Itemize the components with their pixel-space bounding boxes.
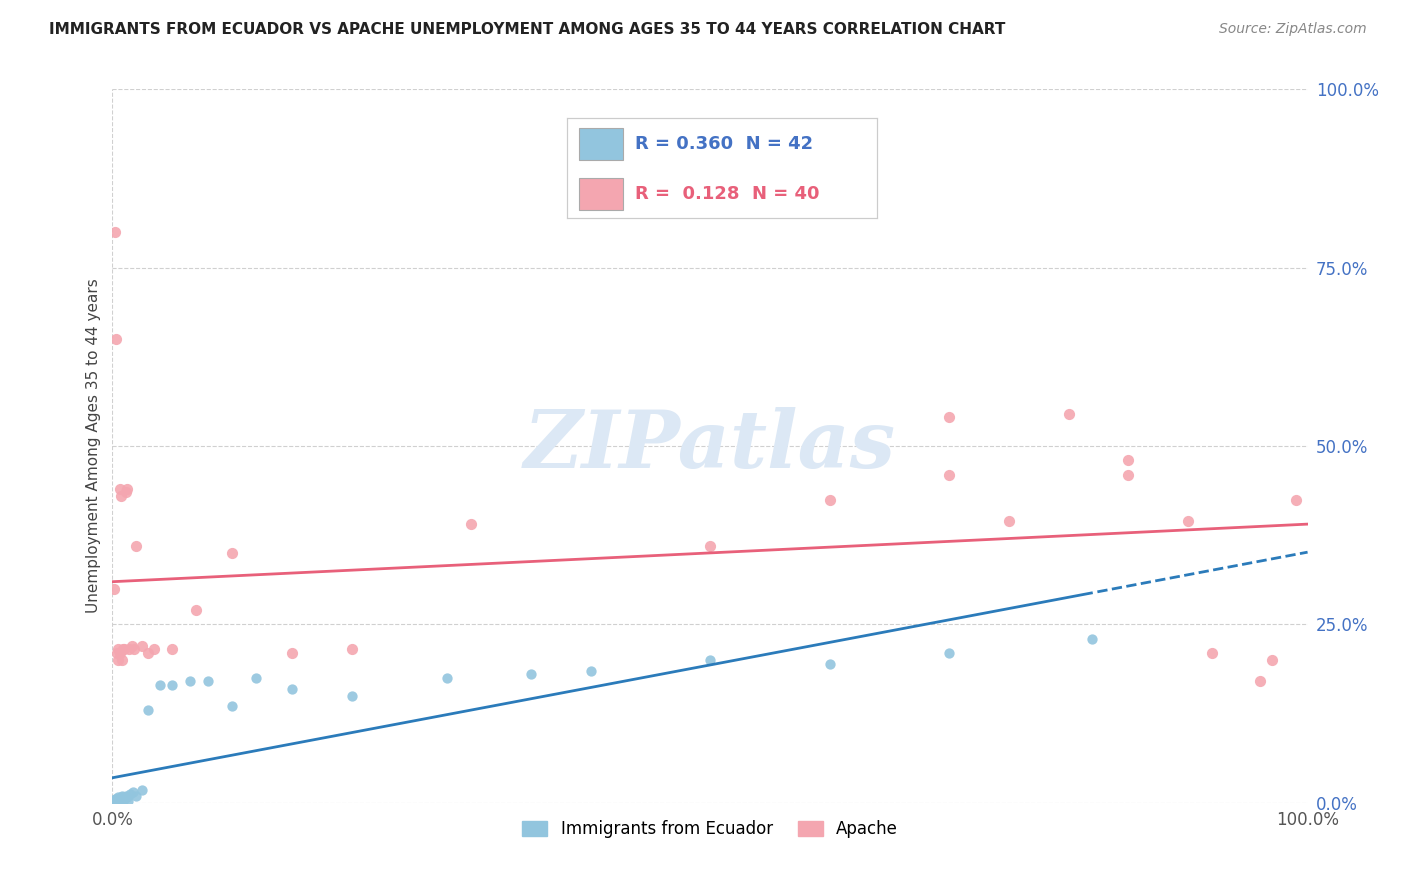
Point (107, 792, 129, 806)
Point (108, 646, 131, 660)
Point (120, 787, 142, 801)
Point (103, 794, 125, 808)
Point (818, 492, 841, 507)
Point (105, 794, 128, 808)
Point (108, 482, 131, 496)
Point (938, 410, 960, 425)
Point (138, 646, 160, 660)
Point (105, 332, 128, 346)
Point (105, 792, 128, 806)
Point (162, 642, 183, 657)
Point (105, 792, 128, 806)
Point (221, 699, 243, 714)
Point (1285, 492, 1308, 507)
Point (1249, 674, 1271, 689)
Point (110, 489, 132, 503)
Point (579, 664, 602, 678)
Point (114, 789, 136, 803)
Point (125, 539, 148, 553)
Point (221, 546, 243, 560)
Point (340, 689, 363, 703)
Point (121, 639, 143, 653)
Point (114, 642, 135, 657)
Point (112, 642, 135, 657)
Point (998, 514, 1021, 528)
Point (149, 678, 172, 692)
Point (1057, 407, 1080, 421)
Point (125, 789, 148, 803)
Point (1118, 467, 1140, 482)
Point (115, 482, 138, 496)
Point (245, 671, 267, 685)
Point (1261, 653, 1284, 667)
Point (121, 785, 143, 799)
Point (107, 790, 129, 805)
Legend: Immigrants from Ecuador, Apache: Immigrants from Ecuador, Apache (516, 814, 904, 845)
Point (108, 794, 131, 808)
Point (107, 642, 129, 657)
Point (114, 792, 135, 806)
Point (281, 681, 304, 696)
Point (1081, 632, 1104, 646)
Point (108, 792, 131, 806)
Point (110, 794, 132, 808)
Point (186, 603, 208, 617)
Point (699, 539, 721, 553)
Point (1201, 646, 1223, 660)
Point (460, 517, 482, 532)
Point (143, 642, 166, 657)
Point (436, 671, 458, 685)
Point (1177, 514, 1199, 528)
Point (131, 639, 153, 653)
Point (107, 653, 129, 667)
Point (117, 794, 139, 808)
Point (340, 642, 363, 657)
Point (111, 653, 134, 667)
Point (104, 794, 127, 808)
Point (122, 642, 145, 657)
Point (105, 794, 128, 808)
Text: ZIPatlas: ZIPatlas (524, 408, 896, 484)
Y-axis label: Unemployment Among Ages 35 to 44 years: Unemployment Among Ages 35 to 44 years (86, 278, 101, 614)
Point (107, 794, 129, 808)
Point (179, 674, 201, 689)
Point (138, 703, 160, 717)
Point (281, 646, 304, 660)
Point (105, 794, 128, 808)
Point (938, 467, 960, 482)
Point (114, 485, 136, 500)
Point (162, 678, 183, 692)
Text: Source: ZipAtlas.com: Source: ZipAtlas.com (1219, 22, 1367, 37)
Point (1118, 453, 1140, 467)
Point (111, 789, 134, 803)
Point (520, 667, 543, 681)
Point (104, 225, 127, 239)
Point (103, 582, 125, 596)
Point (105, 794, 128, 808)
Point (110, 790, 132, 805)
Text: IMMIGRANTS FROM ECUADOR VS APACHE UNEMPLOYMENT AMONG AGES 35 TO 44 YEARS CORRELA: IMMIGRANTS FROM ECUADOR VS APACHE UNEMPL… (49, 22, 1005, 37)
Point (699, 653, 721, 667)
Point (115, 790, 138, 805)
Point (104, 792, 127, 806)
Point (197, 674, 219, 689)
Point (105, 646, 128, 660)
Point (118, 642, 141, 657)
Point (131, 783, 153, 797)
Point (818, 657, 841, 671)
Point (112, 794, 135, 808)
Point (938, 646, 960, 660)
